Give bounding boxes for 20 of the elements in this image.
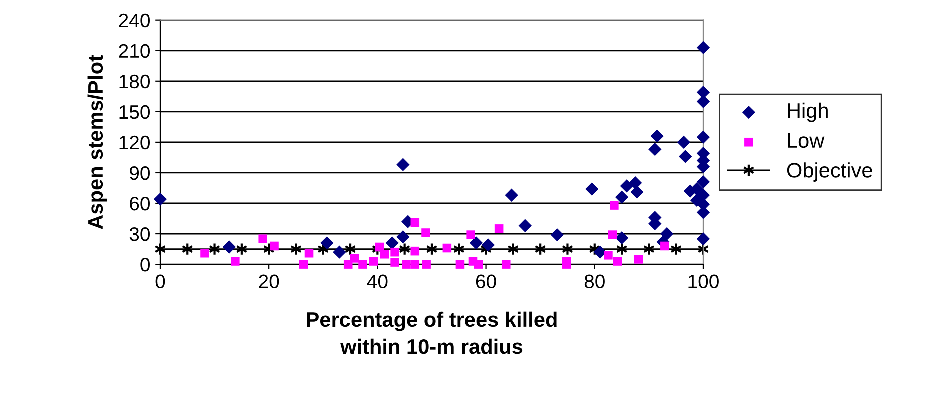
legend-label: High [788, 102, 828, 122]
y-tick-label: 210 [119, 44, 150, 58]
legend-label: Objective [787, 162, 872, 182]
x-tick-label: 60 [476, 274, 496, 289]
y-tick-label: 240 [119, 14, 150, 28]
y-tick-label: 30 [130, 227, 150, 242]
legend-label: Low [788, 134, 825, 148]
y-tick-label: 120 [120, 136, 150, 150]
x-tick-label: 0 [156, 274, 166, 289]
x-tick-label: 100 [688, 274, 719, 289]
y-tick-label: 90 [130, 166, 150, 180]
x-axis-title: Percentage of trees killed within 10-m radius [307, 312, 557, 354]
x-tick-label: 80 [584, 274, 605, 289]
x-tick-label: 40 [367, 274, 388, 289]
y-tick-label: 60 [130, 196, 150, 211]
y-axis-title: Aspen stems/Plot [88, 55, 108, 230]
y-tick-label: 150 [120, 105, 150, 120]
x-tick-label: 20 [259, 274, 280, 289]
y-tick-label: 180 [120, 74, 150, 89]
y-tick-label: 0 [140, 258, 150, 272]
